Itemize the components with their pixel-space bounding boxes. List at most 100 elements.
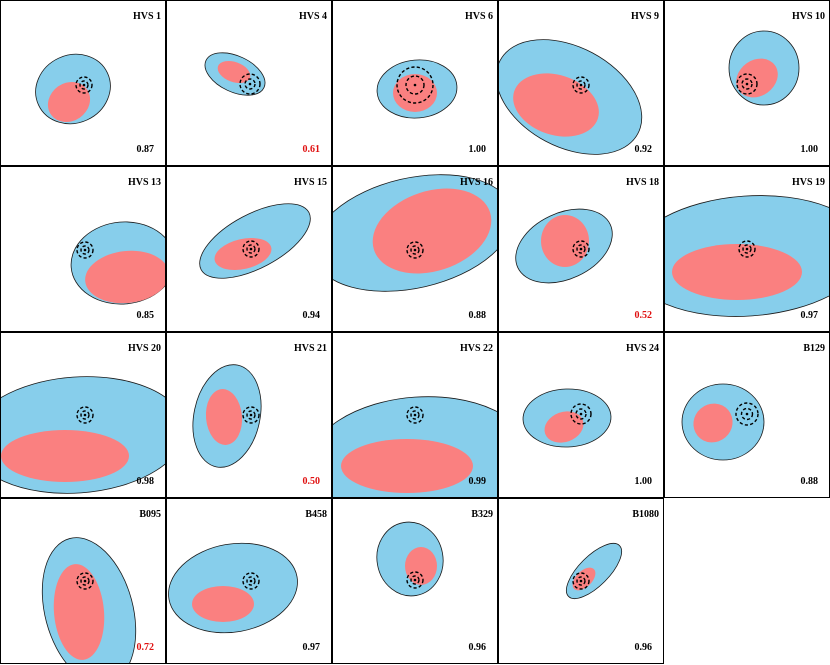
marker-inner-ring [576,576,586,586]
marker-dot [249,247,253,251]
marker-inner-ring [740,407,754,421]
inner-region [541,215,589,267]
inner-region [214,237,272,271]
panel-score: 0.99 [468,476,487,487]
panel-score: 0.94 [302,310,321,321]
marker-dot [579,412,583,416]
panel: HVS 24 1.00 [498,332,664,498]
inner-region [1,430,129,482]
panel-plot [515,208,613,284]
panel-plot [376,521,444,597]
marker-inner-ring [246,244,256,254]
panel-score: 0.98 [136,476,155,487]
inner-region [693,403,733,443]
panel: HVS 19 0.97 [664,166,830,332]
marker-outer-ring [406,571,424,589]
panel-score: 0.88 [800,476,819,487]
panel-title: HVS 20 [127,343,161,354]
panel: B1080 0.96 [498,498,664,664]
marker-inner-ring [246,410,256,420]
panel-plot [499,39,643,155]
panel: HVS 20 0.98 [0,332,166,498]
panel-plot [1,376,165,494]
marker-dot [579,83,583,87]
panel-plot [665,195,829,317]
panel-score: 0.61 [302,144,321,155]
marker-outer-ring [75,76,93,94]
inner-region [205,389,243,445]
panel-score: 0.72 [136,642,155,653]
marker-outer-ring [396,66,434,104]
marker-dot [249,413,253,417]
panel-plot [70,221,165,305]
panel-title: B129 [803,343,825,354]
panel-plot [35,53,111,125]
marker-outer-ring [406,241,424,259]
marker-inner-ring [410,575,420,585]
marker-inner-ring [79,80,89,90]
marker-inner-ring [410,410,420,420]
inner-region [372,188,492,274]
panel-score: 0.97 [800,310,819,321]
marker-dot [413,83,417,87]
marker-dot [82,83,86,87]
panel-plot [522,388,612,448]
inner-region [192,586,254,622]
marker-dot [83,413,87,417]
panel-title: B095 [139,509,161,520]
inner-region [393,74,437,112]
marker-inner-ring [244,78,256,90]
panel-score: 1.00 [800,144,819,155]
marker-dot [579,579,583,583]
panel-title: HVS 21 [293,343,327,354]
panel-plot [333,396,497,497]
panel: B095 0.72 [0,498,166,664]
panel-plot [41,537,137,663]
panel: HVS 10 1.00 [664,0,830,166]
marker-outer-ring [242,240,260,258]
panel-title: B1080 [632,509,659,520]
panel-title: HVS 22 [459,343,493,354]
panel-score: 0.92 [634,144,653,155]
panel: HVS 4 0.61 [166,0,332,166]
marker-inner-ring [80,245,90,255]
inner-region [513,73,599,137]
marker-inner-ring [576,80,586,90]
panel-score: 1.00 [468,144,487,155]
marker-inner-ring [246,576,256,586]
panel-score: 0.52 [634,310,653,321]
marker-outer-ring [406,406,424,424]
inner-region [736,58,778,98]
panel-title: HVS 13 [127,177,161,188]
panel-title: HVS 18 [625,177,659,188]
panel-plot [566,543,622,599]
marker-inner-ring [741,78,753,90]
panel: HVS 1 0.87 [0,0,166,166]
panel-title: HVS 6 [464,11,493,22]
marker-outer-ring [738,240,756,258]
panel-score: 0.87 [136,144,155,155]
panel-plot [376,59,458,119]
marker-outer-ring [239,73,261,95]
marker-inner-ring [80,576,90,586]
panel: HVS 16 0.88 [332,166,498,332]
panel: HVS 13 0.85 [0,166,166,332]
marker-dot [83,248,87,252]
marker-inner-ring [576,244,586,254]
panel-title: HVS 4 [298,11,327,22]
panel-plot [204,52,266,96]
marker-outer-ring [572,76,590,94]
panel: B129 0.88 [664,332,830,498]
marker-dot [745,412,749,416]
panel-plot [728,30,800,106]
inner-region [672,244,802,300]
panel-title: HVS 1 [132,11,161,22]
panel-plot [199,203,311,279]
panel-score: 0.96 [468,642,487,653]
panel: HVS 6 1.00 [332,0,498,166]
panel-title: HVS 16 [459,177,493,188]
marker-dot [248,82,252,86]
marker-inner-ring [80,410,90,420]
panel-title: HVS 19 [791,177,825,188]
